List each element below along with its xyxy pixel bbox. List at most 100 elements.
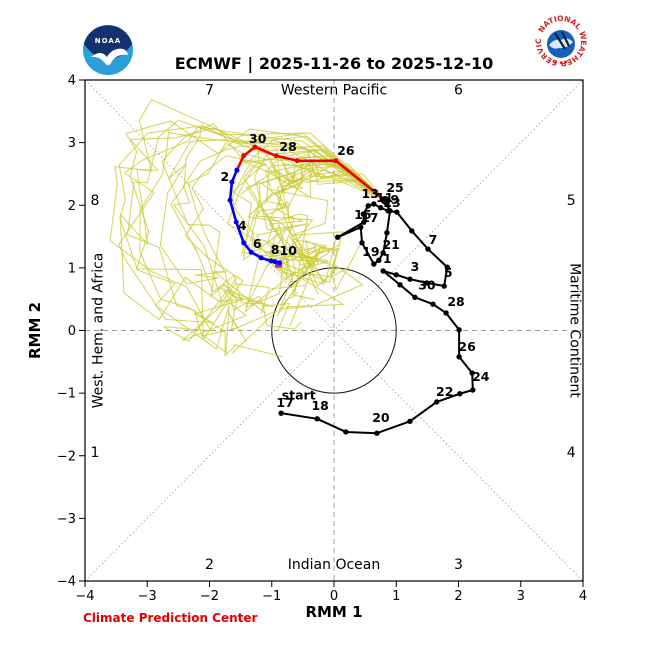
y-axis-label: RMM 2 — [26, 302, 44, 359]
side-label: Maritime Continent — [567, 263, 583, 398]
date-label: 25 — [386, 180, 403, 195]
date-label: 30 — [249, 131, 267, 146]
x-tick-label: −4 — [75, 589, 94, 604]
date-label: 8 — [271, 242, 280, 257]
nws-lightning-icon — [554, 31, 570, 50]
forecast-week1-point — [294, 158, 300, 164]
x-tick-label: −3 — [138, 589, 157, 604]
x-tick-label: −1 — [262, 589, 281, 604]
observed-point — [343, 429, 349, 435]
date-label: 28 — [279, 139, 296, 154]
date-label: 6 — [253, 236, 262, 251]
date-label: 9 — [391, 192, 400, 207]
date-label: 4 — [238, 218, 247, 233]
observed-point — [365, 203, 371, 209]
observed-point — [457, 391, 463, 397]
ensemble-member-line — [254, 153, 386, 290]
phase-label-3: 3 — [454, 557, 463, 573]
y-tick-label: −3 — [57, 512, 76, 527]
ensemble-member-line — [118, 125, 386, 354]
observed-point — [409, 228, 415, 234]
ensemble-member-line — [159, 139, 386, 314]
noaa-seagull-icon — [91, 48, 128, 66]
date-label: 7 — [429, 232, 438, 247]
phase-label-2: 2 — [205, 557, 214, 573]
side-label: West. Hem. and Africa — [90, 253, 106, 409]
ensemble-member-line — [118, 125, 386, 324]
observed-point — [412, 294, 418, 301]
forecast-week2-point — [233, 219, 239, 225]
date-label: 5 — [444, 265, 453, 280]
nws-logo-dot — [564, 60, 568, 64]
ensemble-member-line — [109, 99, 386, 342]
observed-point — [387, 208, 393, 214]
observed-point — [361, 219, 367, 225]
ensemble-member-line — [187, 142, 386, 330]
observed-point — [434, 399, 440, 405]
date-label: 17 — [276, 395, 293, 410]
observed-point — [443, 310, 449, 316]
nws-logo-dot — [559, 61, 563, 65]
forecast-week2-point — [272, 259, 278, 265]
observed-point — [469, 370, 475, 376]
observed-point — [384, 230, 390, 236]
phase-label-6: 6 — [454, 82, 463, 98]
forecast-week2-point — [241, 240, 247, 246]
y-tick-label: −4 — [57, 575, 76, 590]
forecast-week1-labels: 26 28 30 — [249, 131, 355, 158]
nws-logo-dot — [554, 60, 558, 64]
date-label: 18 — [311, 398, 328, 413]
date-label: 15 — [354, 207, 371, 222]
ensemble-members — [109, 99, 386, 358]
date-label: 21 — [382, 237, 399, 252]
ensemble-member-line — [256, 162, 386, 285]
forecast-start-point — [380, 196, 390, 205]
observed-point — [359, 240, 365, 246]
ensemble-member-line — [240, 162, 386, 300]
forecast-week2-point — [268, 258, 274, 264]
observed-point — [444, 264, 450, 270]
phase-label-8: 8 — [90, 193, 99, 209]
y-tick-label: 3 — [68, 136, 76, 151]
noaa-logo: NOAA — [83, 25, 133, 75]
x-tick-label: 2 — [454, 589, 462, 604]
ensemble-member-line — [250, 163, 386, 295]
ensemble-member-line — [173, 145, 386, 315]
observed-point — [380, 268, 386, 274]
ensemble-member-line — [139, 132, 386, 358]
forecast-week2-point — [258, 255, 264, 261]
forecast-week1-point — [273, 153, 279, 159]
phase-label-1: 1 — [90, 445, 99, 461]
observed — [278, 197, 476, 436]
y-tick-label: 1 — [68, 261, 76, 276]
y-tick-label: −1 — [57, 387, 76, 402]
region-label: Indian Ocean — [288, 557, 380, 573]
date-label: 22 — [436, 384, 453, 399]
date-label: 11 — [376, 190, 393, 205]
ensemble-member-line — [161, 123, 386, 354]
y-tick-label: 4 — [68, 74, 76, 89]
x-tick-label: 3 — [517, 589, 525, 604]
observed-point — [470, 387, 476, 393]
observed-point — [393, 272, 399, 278]
date-label: 17 — [361, 210, 378, 225]
date-label: 10 — [280, 243, 298, 258]
observed-point — [380, 250, 386, 256]
date-label: 13 — [362, 186, 379, 201]
diagonal-line — [84, 79, 584, 582]
date-label: 26 — [458, 339, 476, 354]
observed-point — [358, 224, 364, 230]
forecast-week1-point — [333, 158, 339, 164]
observed-point — [456, 327, 462, 333]
y-tick-label: 2 — [68, 199, 76, 214]
forecast-week2-point — [248, 249, 254, 255]
forecast-week2 — [227, 167, 282, 266]
date-label: 26 — [337, 143, 355, 158]
observed-point — [397, 282, 403, 288]
date-label: 1 — [383, 251, 392, 266]
noaa-logo-text: NOAA — [95, 37, 121, 45]
forecast-week1-point — [252, 144, 258, 150]
observed-point — [377, 205, 384, 211]
